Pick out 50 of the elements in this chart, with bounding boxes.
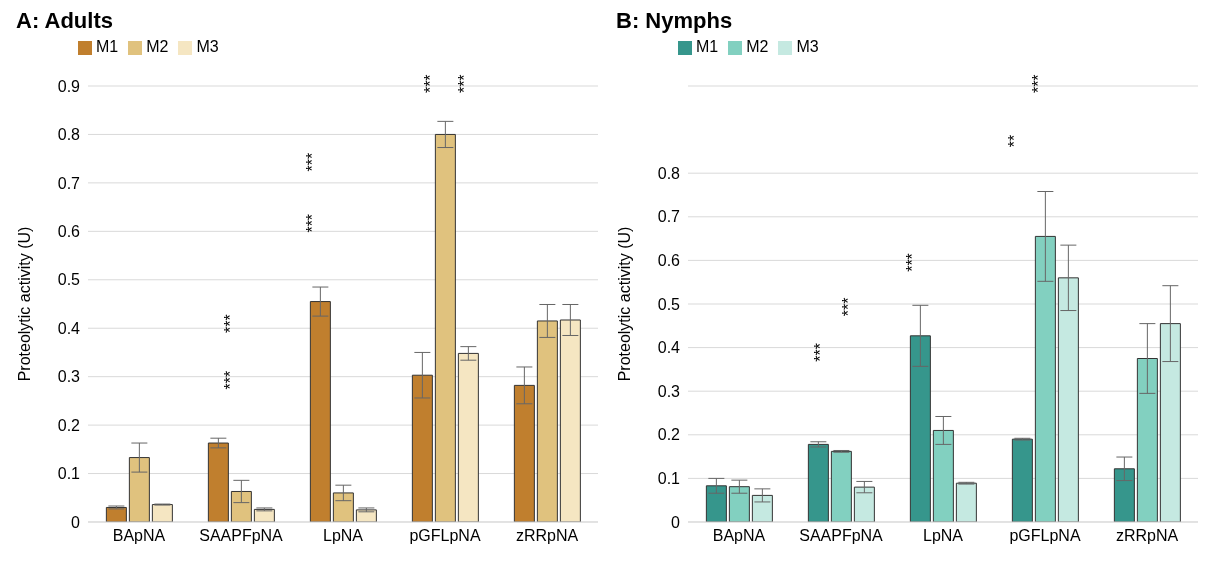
annotation: *** — [222, 370, 240, 390]
annotation: *** — [1030, 74, 1048, 94]
annotation: *** — [812, 342, 830, 362]
y-tick-label: 0.8 — [57, 126, 81, 144]
annotation: *** — [840, 297, 858, 317]
annotation: *** — [304, 213, 322, 233]
y-tick-label: 0.3 — [657, 382, 681, 400]
annotation: *** — [304, 152, 322, 172]
x-tick-label: BApNA — [112, 527, 166, 545]
x-tick-label: zRRpNA — [515, 527, 579, 545]
y-tick-label: 0.3 — [57, 368, 81, 386]
y-tick-label: 0.2 — [57, 416, 81, 434]
chart-title: B: Nymphs — [615, 8, 734, 35]
y-tick-label: 0.4 — [57, 319, 81, 337]
legend-label: M1 — [96, 38, 119, 55]
y-axis-title: Proteolytic activity (U) — [615, 226, 633, 382]
annotation: ** — [1006, 134, 1024, 148]
legend-label: M2 — [746, 38, 769, 55]
y-tick-label: 0.8 — [657, 164, 681, 182]
y-tick-label: 0.9 — [57, 77, 81, 95]
x-tick-label: zRRpNA — [1115, 527, 1179, 545]
x-tick-label: pGFLpNA — [409, 527, 481, 545]
legend-label: M3 — [796, 38, 819, 55]
y-tick-label: 0.4 — [657, 339, 681, 357]
x-tick-label: LpNA — [922, 527, 964, 545]
legend-label: M3 — [196, 38, 219, 55]
y-tick-label: 0 — [71, 513, 81, 531]
annotation: *** — [456, 74, 474, 94]
y-tick-label: 0.6 — [657, 252, 681, 270]
y-tick-label: 0.2 — [657, 426, 681, 444]
x-tick-label: SAAPFpNA — [799, 527, 884, 545]
x-tick-label: LpNA — [322, 527, 364, 545]
x-tick-label: pGFLpNA — [1009, 527, 1081, 545]
annotation: *** — [904, 253, 922, 272]
y-tick-label: 0.1 — [57, 465, 81, 483]
y-tick-label: 0 — [671, 513, 681, 531]
annotation: *** — [422, 74, 440, 94]
x-tick-label: SAAPFpNA — [199, 527, 284, 545]
y-axis-title: Proteolytic activity (U) — [15, 226, 33, 382]
y-tick-label: 0.1 — [657, 470, 681, 488]
legend-label: M2 — [146, 38, 169, 55]
y-tick-label: 0.6 — [57, 223, 81, 241]
legend-label: M1 — [696, 38, 719, 55]
chart-title: A: Adults — [15, 8, 114, 35]
y-tick-label: 0.5 — [657, 295, 681, 313]
annotation: *** — [222, 314, 240, 333]
y-tick-label: 0.7 — [657, 208, 681, 226]
y-tick-label: 0.5 — [57, 271, 81, 289]
y-tick-label: 0.7 — [57, 174, 81, 192]
x-tick-label: BApNA — [712, 527, 766, 545]
